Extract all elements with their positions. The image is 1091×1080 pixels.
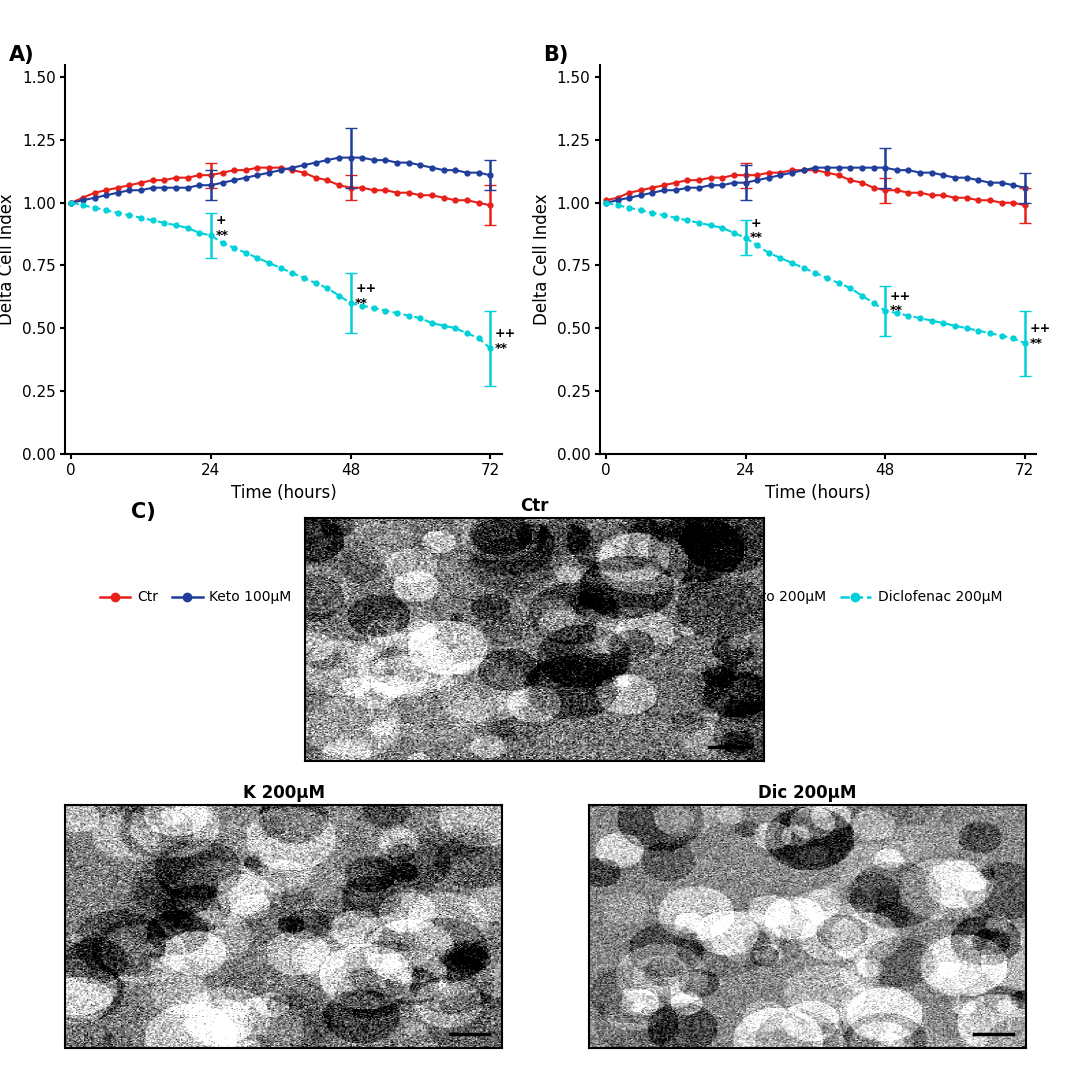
X-axis label: Time (hours): Time (hours) [231, 484, 336, 502]
Text: B): B) [543, 45, 568, 66]
Text: **: ** [356, 297, 369, 310]
Text: ++: ++ [1030, 322, 1051, 335]
Text: A): A) [9, 45, 34, 66]
Legend: Ctr, Keto 100μM, Diclofenac 100μM: Ctr, Keto 100μM, Diclofenac 100μM [94, 585, 473, 610]
Title: K 200μM: K 200μM [242, 784, 325, 801]
Text: +: + [751, 217, 760, 230]
Text: ++: ++ [890, 289, 911, 302]
Text: **: ** [751, 231, 764, 244]
Text: **: ** [890, 305, 903, 318]
Text: ++: ++ [495, 327, 516, 340]
Y-axis label: Delta Cell Index: Delta Cell Index [0, 193, 16, 325]
Legend: Ctr, Keto 200μM, Diclofenac 200μM: Ctr, Keto 200μM, Diclofenac 200μM [628, 585, 1008, 610]
Title: Dic 200μM: Dic 200μM [758, 784, 856, 801]
Text: ++: ++ [356, 282, 376, 295]
X-axis label: Time (hours): Time (hours) [766, 484, 871, 502]
Title: Ctr: Ctr [520, 498, 549, 515]
Text: **: ** [495, 341, 508, 354]
Text: **: ** [1030, 337, 1043, 350]
Y-axis label: Delta Cell Index: Delta Cell Index [533, 193, 551, 325]
Text: **: ** [216, 229, 229, 242]
Text: C): C) [131, 502, 156, 523]
Text: +: + [216, 214, 226, 227]
